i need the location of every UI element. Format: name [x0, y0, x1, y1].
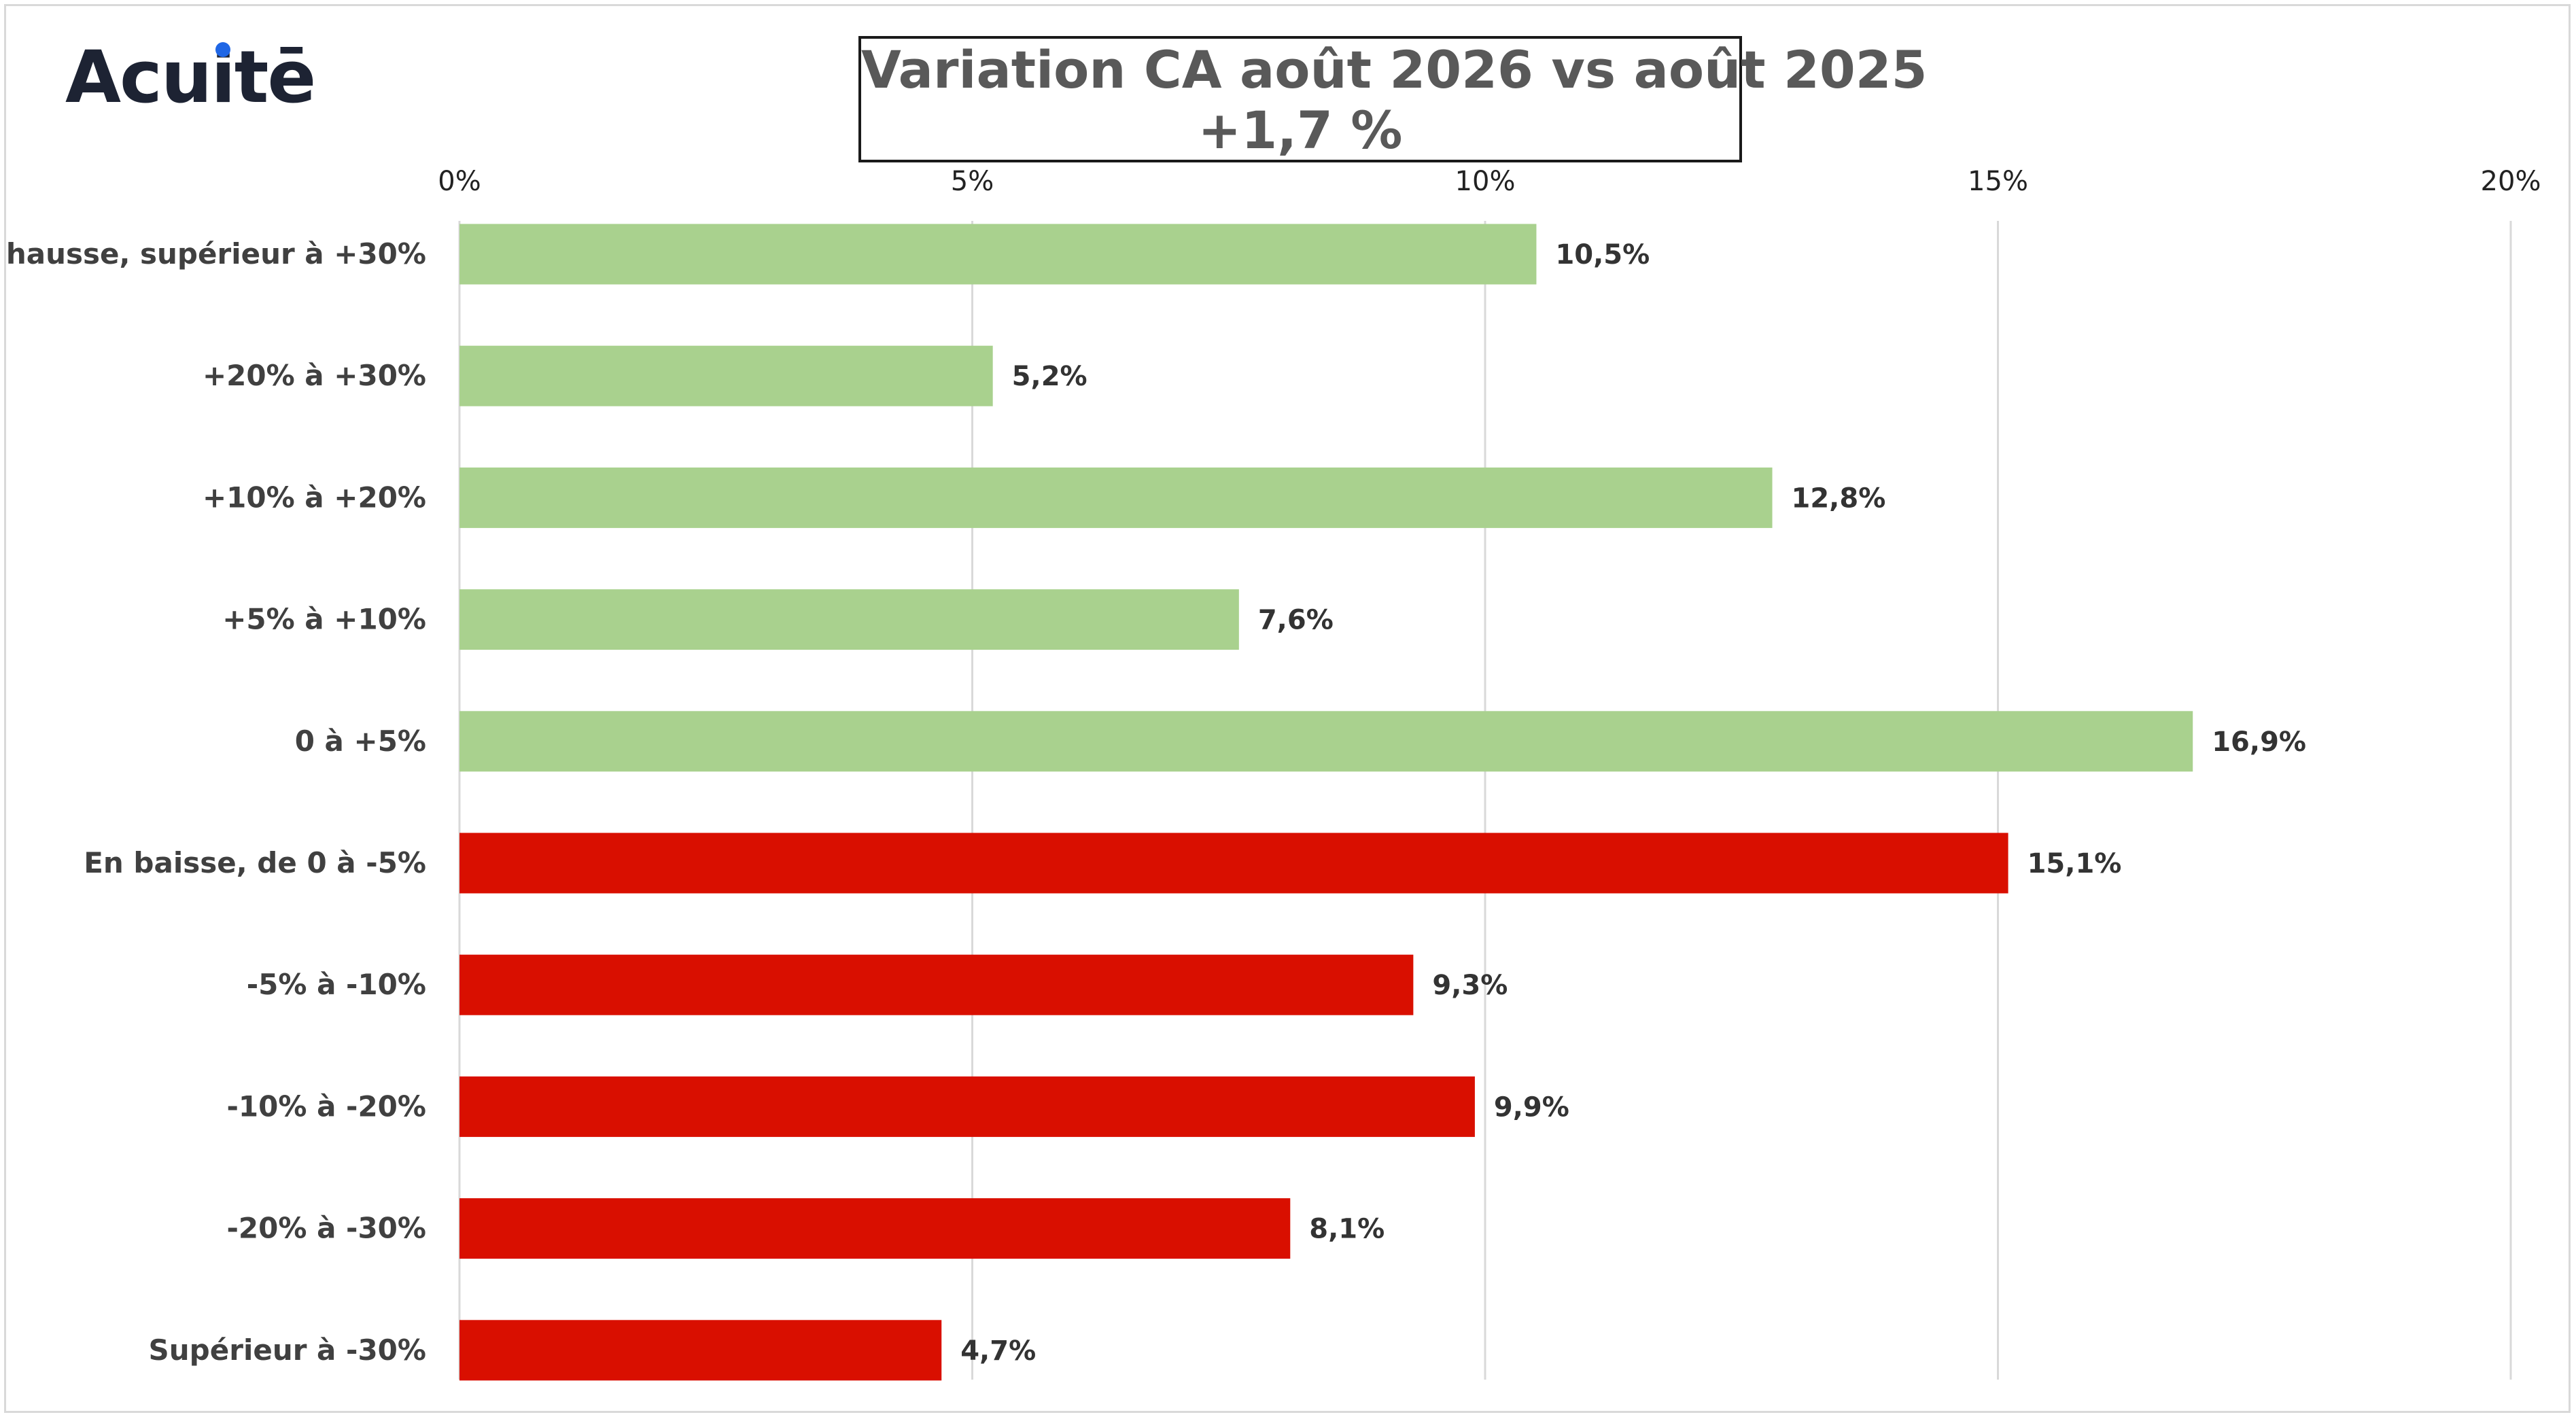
data-label: 15,1%	[2027, 848, 2122, 879]
chart-frame	[4, 4, 2571, 1413]
logo-text-part-3: tē	[234, 35, 317, 119]
x-tick-label: 10%	[1455, 166, 1516, 197]
data-label: 10,5%	[1555, 239, 1650, 270]
data-label: 12,8%	[1792, 483, 1886, 514]
category-label: +10% à +20%	[203, 480, 426, 514]
data-label: 7,6%	[1258, 605, 1334, 636]
data-label: 9,9%	[1494, 1091, 1569, 1123]
bar	[459, 224, 1537, 285]
bar	[459, 1198, 1291, 1259]
category-label: Supérieur à -30%	[149, 1333, 426, 1367]
category-label: En baisse, de 0 à -5%	[84, 846, 426, 879]
data-label: 5,2%	[1012, 361, 1087, 392]
acuite-logo: Acu itē	[65, 35, 317, 119]
bar	[459, 345, 993, 406]
logo-text-part-1: Acu	[65, 35, 212, 119]
category-label: +20% à +30%	[203, 359, 426, 392]
data-label: 4,7%	[960, 1335, 1036, 1367]
logo-dot-icon	[215, 42, 230, 57]
bar	[459, 467, 1773, 528]
category-label: +5% à +10%	[222, 603, 426, 636]
category-labels: En hausse, supérieur à +30% +20% à +30% +1…	[0, 237, 426, 1367]
logo-letter-i: i	[211, 35, 235, 119]
bar	[459, 589, 1239, 650]
x-tick-label: 15%	[1968, 166, 2028, 197]
gridlines	[458, 221, 2512, 1380]
chart-subtitle: +1,7 %	[1198, 100, 1403, 160]
category-label: -5% à -10%	[247, 968, 426, 1001]
bar	[459, 954, 1414, 1015]
bar	[459, 833, 2008, 894]
category-label: 0 à +5%	[295, 724, 426, 758]
chart-title-box: Variation CA août 2026 vs août 2025 +1,7…	[858, 36, 1928, 162]
bar	[459, 1320, 942, 1381]
bar	[459, 1076, 1475, 1137]
x-tick-label: 20%	[2481, 166, 2541, 197]
data-label: 16,9%	[2212, 727, 2306, 758]
x-tick-label: 0%	[438, 166, 481, 197]
bar	[459, 711, 2193, 772]
data-label: 9,3%	[1432, 970, 1508, 1001]
x-axis-ticks: 0% 5% 10% 15% 20%	[438, 166, 2541, 197]
category-label: -10% à -20%	[226, 1089, 426, 1123]
category-label: En hausse, supérieur à +30%	[0, 237, 426, 270]
bars	[459, 224, 2193, 1381]
category-label: -20% à -30%	[226, 1212, 426, 1245]
value-labels: 10,5% 5,2% 12,8% 7,6% 16,9% 15,1% 9,3% 9,9% 8,1%…	[960, 239, 2306, 1367]
data-label: 8,1%	[1309, 1214, 1385, 1245]
x-tick-label: 5%	[951, 166, 994, 197]
